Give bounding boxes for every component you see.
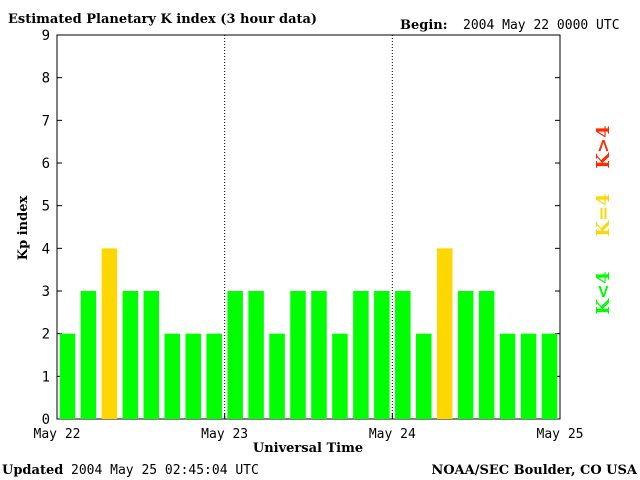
y-tick-label: 2 (42, 327, 50, 343)
legend-mid: K=4 (593, 193, 614, 236)
kp-bar (541, 333, 558, 419)
kp-bar (311, 291, 327, 419)
kp-bar (478, 291, 495, 419)
legend-low: K<4 (593, 271, 614, 314)
kp-bar (122, 291, 139, 419)
y-tick-label: 6 (42, 156, 50, 172)
source-credit: NOAA/SEC Boulder, CO USA (431, 463, 638, 478)
y-tick-label: 7 (42, 113, 50, 129)
x-tick-label: May 25 (537, 427, 584, 442)
kp-bar (395, 291, 411, 419)
kp-bar (520, 333, 537, 419)
day-separators (224, 35, 393, 419)
kp-bar (59, 333, 76, 419)
kp-bar (80, 291, 97, 419)
kp-bar (164, 333, 181, 419)
kp-bar (436, 248, 453, 419)
y-tick-label: 0 (42, 412, 50, 428)
y-tick-label: 9 (42, 28, 50, 44)
x-tick-label: May 23 (201, 427, 248, 442)
y-axis-ticks: 0 1 2 3 4 5 6 7 8 9 (42, 28, 560, 428)
kp-bar (332, 333, 348, 419)
x-axis-title: Universal Time (253, 441, 363, 456)
kp-bar (499, 333, 516, 419)
kp-bar (290, 291, 306, 419)
x-tick-label: May 24 (369, 427, 416, 442)
kp-bar (206, 333, 222, 419)
y-tick-label: 3 (42, 284, 50, 300)
kp-bar (353, 291, 369, 419)
y-tick-label: 5 (42, 199, 50, 215)
plot-frame (56, 34, 561, 420)
y-tick-label: 1 (42, 369, 50, 385)
updated-label: Updated (2, 463, 63, 478)
x-tick-label: May 22 (34, 427, 81, 442)
kp-bar (416, 333, 432, 419)
y-tick-label: 8 (42, 71, 50, 87)
kp-bar (185, 333, 201, 419)
bar-series (59, 248, 558, 419)
kp-bar (457, 291, 474, 419)
begin-value: 2004 May 22 0000 UTC (463, 18, 620, 33)
y-tick-label: 4 (42, 241, 50, 257)
begin-label: Begin: (400, 18, 448, 33)
kp-bar (101, 248, 118, 419)
updated-value: 2004 May 25 02:45:04 UTC (71, 463, 259, 478)
kp-bar (374, 291, 390, 419)
legend-high: K>4 (593, 125, 614, 168)
chart-title: Estimated Planetary K index (3 hour data… (8, 12, 317, 27)
kp-bar (269, 333, 285, 419)
y-axis-title: Kp index (16, 196, 31, 261)
kp-bar (227, 291, 243, 419)
x-axis-ticks: May 22 May 23 May 24 May 25 (34, 413, 584, 442)
kp-bar (248, 291, 264, 419)
kp-bar (143, 291, 160, 419)
